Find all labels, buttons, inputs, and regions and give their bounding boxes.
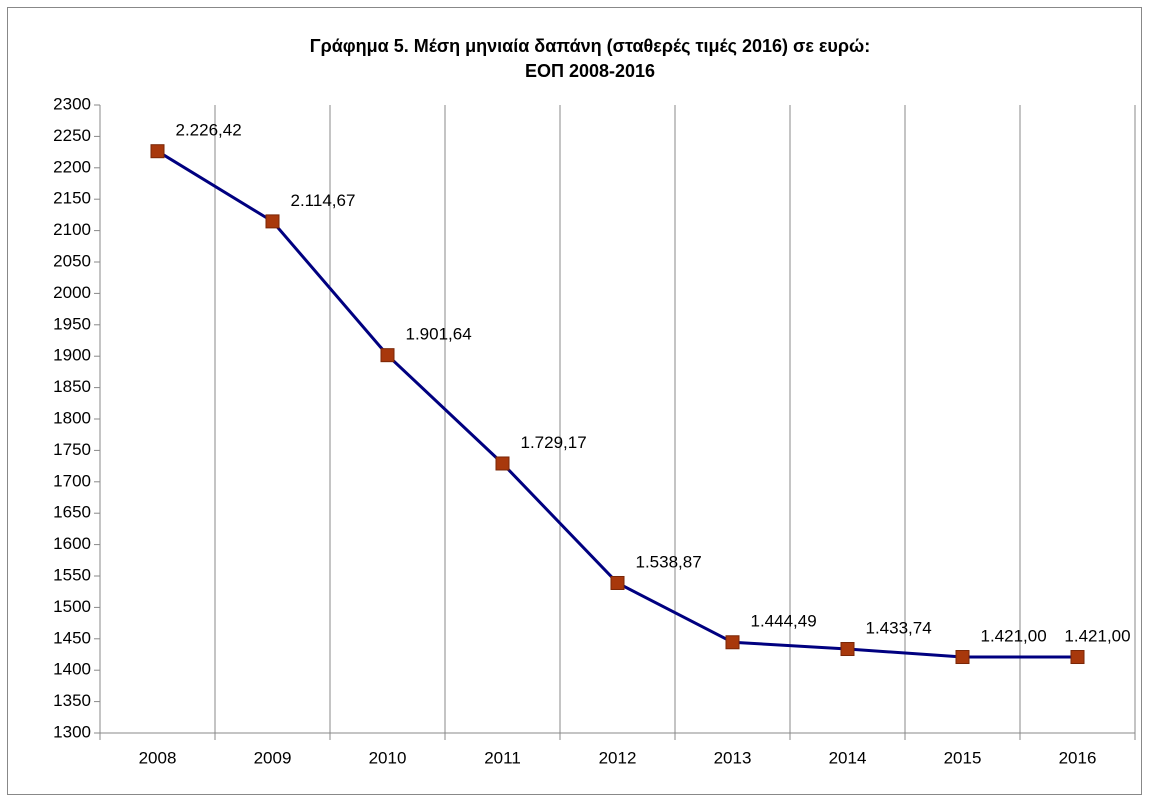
x-tick-label: 2011 <box>484 748 521 767</box>
marker <box>265 214 280 229</box>
x-tick-label: 2012 <box>599 748 637 767</box>
y-tick-label: 1400 <box>53 660 91 679</box>
chart-title: ΕΟΠ 2008-2016 <box>525 61 655 81</box>
y-tick-label: 1350 <box>53 691 91 710</box>
y-tick-label: 1800 <box>53 408 91 427</box>
y-tick-label: 1550 <box>53 565 91 584</box>
y-tick-label: 2100 <box>53 220 91 239</box>
chart-title: Γράφημα 5. Μέση μηνιαία δαπάνη (σταθερές… <box>310 36 870 56</box>
marker <box>725 635 740 650</box>
y-tick-label: 2000 <box>53 283 91 302</box>
y-tick-label: 1750 <box>53 440 91 459</box>
data-label: 1.421,00 <box>981 626 1047 645</box>
y-tick-label: 1650 <box>53 503 91 522</box>
data-label: 2.114,67 <box>291 191 356 210</box>
data-label: 1.444,49 <box>751 612 817 631</box>
x-tick-label: 2009 <box>254 748 292 767</box>
y-tick-label: 2050 <box>53 251 91 270</box>
y-tick-label: 2300 <box>53 94 91 113</box>
marker <box>610 575 625 590</box>
marker <box>495 456 510 471</box>
y-tick-label: 1500 <box>53 597 91 616</box>
y-tick-label: 1850 <box>53 377 91 396</box>
x-tick-label: 2010 <box>369 748 407 767</box>
marker <box>840 642 855 657</box>
y-tick-label: 2200 <box>53 157 91 176</box>
y-tick-label: 2150 <box>53 189 91 208</box>
chart-frame <box>7 7 1142 795</box>
y-tick-label: 1450 <box>53 628 91 647</box>
data-label: 1.729,17 <box>521 433 587 452</box>
x-tick-label: 2008 <box>139 748 177 767</box>
x-tick-label: 2016 <box>1059 748 1097 767</box>
y-tick-label: 2250 <box>53 126 91 145</box>
y-tick-label: 1900 <box>53 346 91 365</box>
marker <box>1070 650 1085 665</box>
marker <box>150 144 165 159</box>
data-label: 1.421,00 <box>1064 626 1130 645</box>
marker <box>955 650 970 665</box>
x-tick-label: 2015 <box>944 748 982 767</box>
x-tick-label: 2013 <box>714 748 752 767</box>
marker <box>380 348 395 363</box>
data-label: 1.901,64 <box>406 325 472 344</box>
y-tick-label: 1700 <box>53 471 91 490</box>
x-tick-label: 2014 <box>829 748 867 767</box>
data-label: 2.226,42 <box>176 121 242 140</box>
y-tick-label: 1600 <box>53 534 91 553</box>
y-tick-label: 1950 <box>53 314 91 333</box>
data-label: 1.538,87 <box>636 552 702 571</box>
y-tick-label: 1300 <box>53 722 91 741</box>
data-label: 1.433,74 <box>866 618 932 637</box>
